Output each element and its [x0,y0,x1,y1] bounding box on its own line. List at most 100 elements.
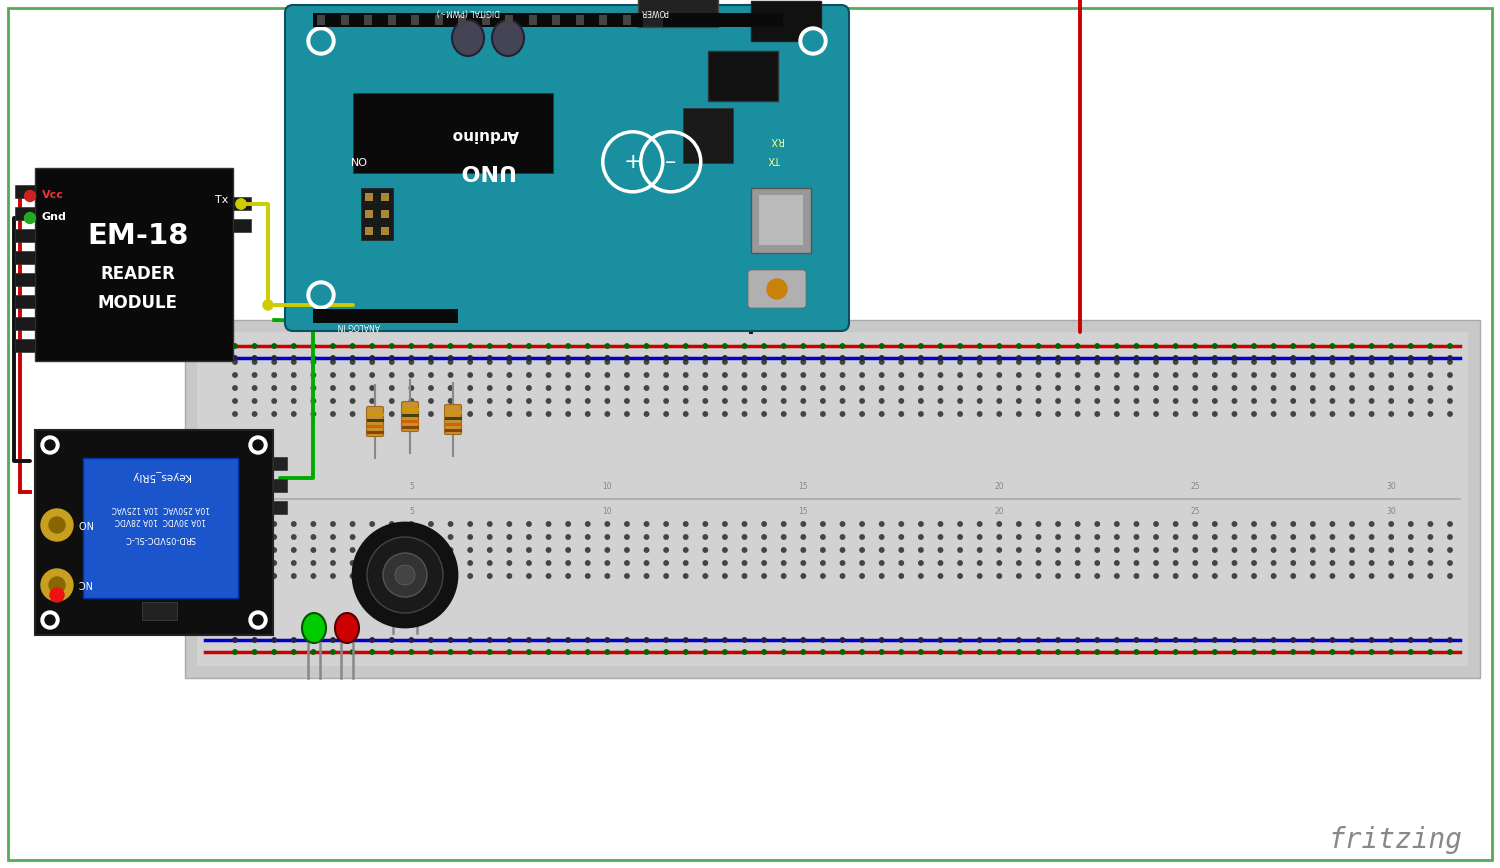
Circle shape [410,535,414,539]
Circle shape [368,537,442,613]
Circle shape [645,574,648,578]
Circle shape [488,535,492,539]
Circle shape [1134,411,1138,416]
Circle shape [1330,638,1335,642]
Circle shape [252,385,257,391]
Circle shape [252,372,257,378]
Circle shape [1212,522,1216,526]
Circle shape [624,522,628,526]
Circle shape [468,650,472,654]
Circle shape [507,561,512,565]
Circle shape [566,411,570,416]
Circle shape [291,650,296,654]
Bar [273,457,286,470]
Circle shape [1134,561,1138,565]
Circle shape [310,650,315,654]
Circle shape [1389,356,1394,360]
Circle shape [1252,650,1256,654]
Circle shape [1428,344,1432,348]
Circle shape [821,372,825,378]
Circle shape [801,522,806,526]
Circle shape [684,650,688,654]
Circle shape [526,650,531,654]
Circle shape [390,561,394,565]
Circle shape [1212,574,1216,578]
Text: NC: NC [76,578,92,588]
Circle shape [918,650,922,654]
Circle shape [390,344,394,348]
Circle shape [1408,638,1413,642]
Circle shape [566,535,570,539]
Circle shape [566,398,570,404]
Circle shape [507,398,512,404]
Circle shape [782,411,786,416]
Circle shape [1154,356,1158,360]
Bar [232,219,250,232]
Text: DIGITAL (PWM~): DIGITAL (PWM~) [436,7,500,16]
Circle shape [742,650,747,654]
Circle shape [1173,372,1178,378]
Circle shape [1370,638,1374,642]
Text: 10: 10 [603,507,612,516]
Circle shape [507,548,512,552]
Circle shape [1134,356,1138,360]
Circle shape [351,411,355,416]
Circle shape [664,356,669,360]
Circle shape [684,638,688,642]
Circle shape [1350,638,1354,642]
Circle shape [1292,535,1296,539]
Circle shape [1272,356,1276,360]
Circle shape [704,411,708,416]
Circle shape [252,574,257,578]
Circle shape [1448,344,1452,348]
Circle shape [1448,561,1452,565]
Text: Gnd: Gnd [42,212,68,222]
Circle shape [840,356,844,360]
Circle shape [507,535,512,539]
Bar [15,295,34,308]
Circle shape [821,638,825,642]
Circle shape [1076,638,1080,642]
Circle shape [1154,574,1158,578]
Circle shape [859,411,864,416]
Circle shape [1350,398,1354,404]
Circle shape [645,385,648,391]
Circle shape [448,638,453,642]
Text: Arduino: Arduino [452,127,519,142]
Circle shape [291,535,296,539]
Circle shape [1330,398,1335,404]
Circle shape [1311,344,1316,348]
Circle shape [723,411,728,416]
Circle shape [1292,548,1296,552]
Circle shape [1292,522,1296,526]
Circle shape [526,344,531,348]
Circle shape [782,522,786,526]
Circle shape [898,650,903,654]
Circle shape [1232,574,1236,578]
Circle shape [1272,638,1276,642]
Circle shape [488,574,492,578]
Circle shape [998,385,1002,391]
Circle shape [684,411,688,416]
Circle shape [879,372,884,378]
Circle shape [566,548,570,552]
Circle shape [448,535,453,539]
Text: 20: 20 [994,507,1004,516]
Circle shape [1408,561,1413,565]
Bar [15,251,34,264]
Circle shape [742,398,747,404]
Circle shape [1350,360,1354,365]
Circle shape [1389,548,1394,552]
Circle shape [604,650,609,654]
Text: POWER: POWER [640,7,669,16]
Circle shape [370,548,375,552]
Circle shape [1192,360,1197,365]
Circle shape [310,411,315,416]
Bar [458,15,466,25]
Circle shape [1272,398,1276,404]
Circle shape [1036,535,1041,539]
Circle shape [1448,398,1452,404]
Circle shape [879,548,884,552]
Circle shape [390,638,394,642]
Circle shape [310,535,315,539]
